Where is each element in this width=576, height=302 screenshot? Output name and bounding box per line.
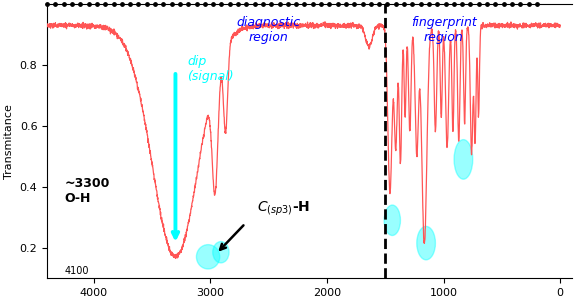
- Point: [126, 2, 135, 7]
- Text: dip
(signal): dip (signal): [187, 55, 234, 83]
- Point: [358, 2, 367, 7]
- Point: [225, 2, 234, 7]
- Ellipse shape: [384, 205, 400, 236]
- Point: [333, 2, 342, 7]
- Point: [217, 2, 226, 7]
- Point: [391, 2, 400, 7]
- Point: [350, 2, 359, 7]
- Text: ~3300
O-H: ~3300 O-H: [65, 177, 110, 205]
- Point: [142, 2, 151, 7]
- Point: [101, 2, 110, 7]
- Point: [499, 2, 508, 7]
- Point: [291, 2, 301, 7]
- Point: [308, 2, 317, 7]
- Point: [134, 2, 143, 7]
- Point: [474, 2, 483, 7]
- Point: [267, 2, 276, 7]
- Ellipse shape: [196, 245, 219, 269]
- Point: [43, 2, 52, 7]
- Point: [400, 2, 409, 7]
- Point: [325, 2, 334, 7]
- Point: [275, 2, 284, 7]
- Point: [507, 2, 517, 7]
- Ellipse shape: [417, 226, 435, 260]
- Point: [441, 2, 450, 7]
- Point: [316, 2, 325, 7]
- Point: [159, 2, 168, 7]
- Point: [408, 2, 417, 7]
- Point: [449, 2, 458, 7]
- Point: [433, 2, 442, 7]
- Text: fingerprint
region: fingerprint region: [411, 16, 476, 44]
- Point: [175, 2, 184, 7]
- Point: [76, 2, 85, 7]
- Point: [466, 2, 475, 7]
- Point: [242, 2, 251, 7]
- Point: [51, 2, 60, 7]
- Point: [516, 2, 525, 7]
- Point: [457, 2, 467, 7]
- Text: diagnostic
region: diagnostic region: [237, 16, 301, 44]
- Point: [283, 2, 293, 7]
- Point: [366, 2, 376, 7]
- Point: [109, 2, 118, 7]
- Text: $C_{(sp3)}$-H: $C_{(sp3)}$-H: [257, 199, 310, 217]
- Point: [192, 2, 201, 7]
- Point: [200, 2, 210, 7]
- Point: [92, 2, 101, 7]
- Point: [150, 2, 160, 7]
- Ellipse shape: [213, 242, 229, 263]
- Point: [118, 2, 127, 7]
- Point: [374, 2, 384, 7]
- Point: [250, 2, 259, 7]
- Point: [84, 2, 93, 7]
- Point: [67, 2, 77, 7]
- Point: [483, 2, 492, 7]
- Point: [209, 2, 218, 7]
- Point: [532, 2, 541, 7]
- Point: [524, 2, 533, 7]
- Point: [491, 2, 500, 7]
- Point: [233, 2, 242, 7]
- Point: [59, 2, 69, 7]
- Point: [342, 2, 351, 7]
- Point: [300, 2, 309, 7]
- Point: [259, 2, 268, 7]
- Point: [184, 2, 193, 7]
- Point: [167, 2, 176, 7]
- Y-axis label: Transmitance: Transmitance: [4, 104, 14, 178]
- Text: 4100: 4100: [65, 265, 89, 275]
- Point: [416, 2, 425, 7]
- Point: [425, 2, 434, 7]
- Point: [383, 2, 392, 7]
- Ellipse shape: [454, 140, 473, 179]
